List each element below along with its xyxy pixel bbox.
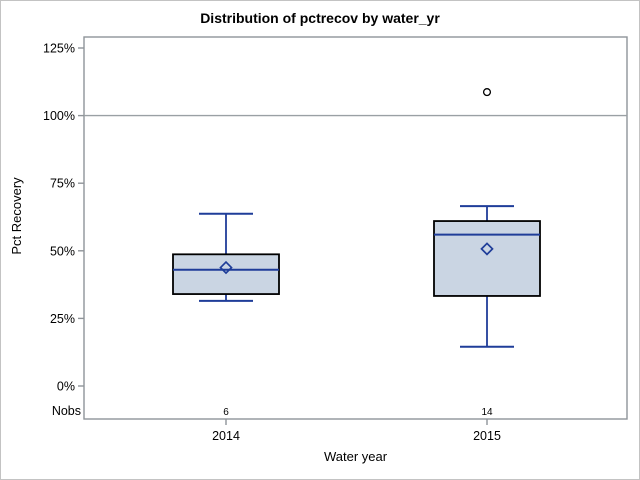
x-axis-title: Water year bbox=[323, 449, 388, 464]
y-tick-label: 125% bbox=[43, 42, 75, 56]
y-axis-title: Pct Recovery bbox=[9, 177, 24, 255]
nobs-row-label: Nobs bbox=[52, 404, 81, 418]
y-tick-label: 100% bbox=[43, 109, 75, 123]
nobs-value: 14 bbox=[481, 407, 493, 418]
mean-marker bbox=[219, 260, 233, 275]
y-tick-label: 0% bbox=[57, 380, 75, 394]
box-2015 bbox=[433, 220, 541, 297]
y-tick-label: 25% bbox=[50, 312, 75, 326]
chart-title: Distribution of pctrecov by water_yr bbox=[200, 10, 440, 26]
nobs-value: 6 bbox=[223, 407, 229, 418]
x-category-label: 2015 bbox=[473, 429, 501, 443]
plot-area-border bbox=[83, 36, 628, 420]
mean-marker bbox=[480, 242, 494, 256]
x-category-label: 2014 bbox=[212, 429, 240, 443]
y-tick-label: 75% bbox=[50, 177, 75, 191]
outlier-marker bbox=[482, 88, 492, 97]
y-tick-label: 50% bbox=[50, 244, 75, 258]
